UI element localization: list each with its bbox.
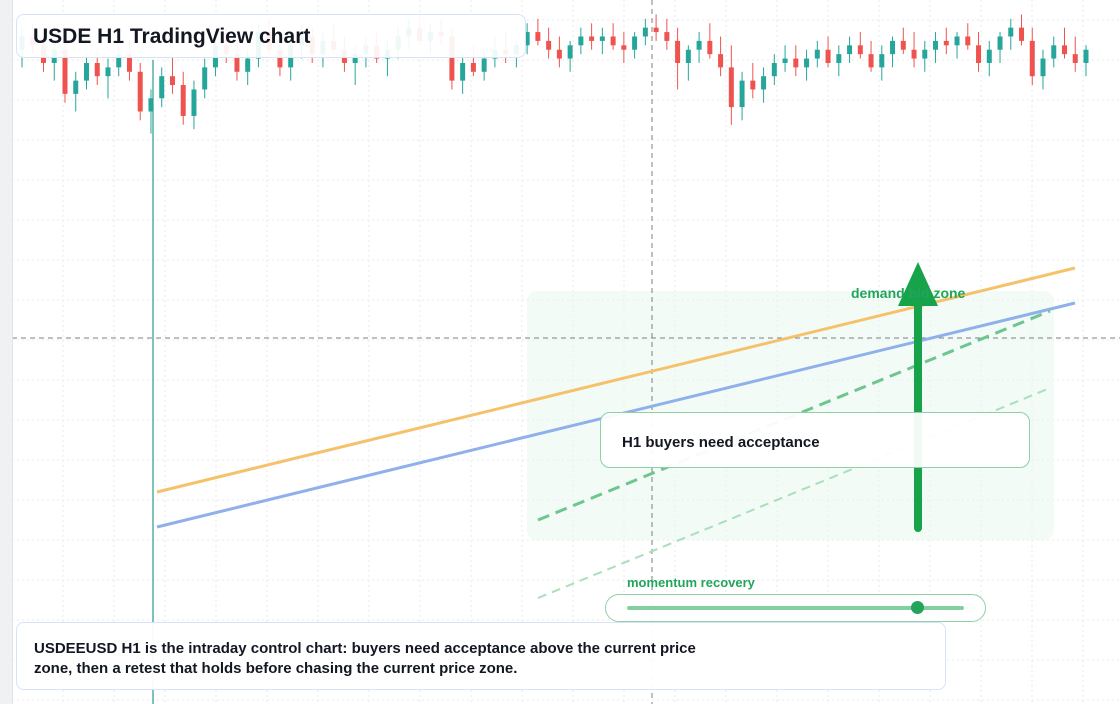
candle-body bbox=[599, 36, 605, 41]
candle-body bbox=[578, 36, 584, 46]
candle-body bbox=[73, 80, 79, 94]
momentum-label: momentum recovery bbox=[627, 575, 755, 590]
candle-body bbox=[997, 36, 1003, 50]
candle-body bbox=[610, 36, 616, 46]
light-green-dashed-trendline bbox=[537, 387, 1051, 599]
caption-box: USDEEUSD H1 is the intraday control char… bbox=[16, 622, 946, 690]
candle-body bbox=[234, 54, 240, 72]
candle-body bbox=[642, 27, 648, 37]
candle-body bbox=[750, 80, 756, 90]
candle-body bbox=[847, 45, 853, 55]
candle-body bbox=[126, 54, 132, 72]
candle-body bbox=[621, 45, 627, 50]
candle-body bbox=[567, 45, 573, 59]
candle-body bbox=[976, 45, 982, 63]
candle-body bbox=[857, 45, 863, 55]
candle-body bbox=[653, 27, 659, 33]
candle-body bbox=[954, 36, 960, 46]
candle-body bbox=[202, 67, 208, 90]
candle-body bbox=[148, 98, 154, 112]
candle-body bbox=[782, 58, 788, 63]
candle-body bbox=[685, 49, 691, 63]
momentum-slider-track[interactable] bbox=[627, 606, 964, 610]
candle-body bbox=[707, 40, 713, 55]
candle-body bbox=[965, 36, 971, 46]
left-edge-panel bbox=[0, 0, 13, 704]
momentum-slider[interactable] bbox=[605, 594, 986, 622]
candle-body bbox=[116, 54, 122, 68]
candle-body bbox=[169, 76, 175, 86]
caption-text: USDEEUSD H1 is the intraday control char… bbox=[34, 640, 696, 677]
candle-body bbox=[449, 36, 455, 81]
candle-body bbox=[664, 32, 670, 41]
candle-body bbox=[879, 54, 885, 68]
candle-body bbox=[804, 58, 810, 68]
candle-body bbox=[546, 40, 552, 50]
candle-body bbox=[524, 32, 530, 46]
candle-body bbox=[1051, 45, 1057, 59]
candle-body bbox=[739, 80, 745, 108]
candle-body bbox=[277, 49, 283, 68]
chart-title: USDE H1 TradingView chart bbox=[33, 25, 311, 48]
candle-body bbox=[1029, 40, 1035, 77]
candle-body bbox=[1062, 45, 1068, 55]
up-arrow-head bbox=[898, 262, 938, 306]
candle-body bbox=[814, 49, 820, 59]
annotation-note-box: H1 buyers need acceptance bbox=[600, 412, 1030, 468]
candle-body bbox=[933, 40, 939, 50]
candle-body bbox=[943, 40, 949, 46]
candle-body bbox=[632, 36, 638, 50]
candle-body bbox=[62, 49, 68, 94]
candle-body bbox=[825, 49, 831, 63]
candle-body bbox=[836, 54, 842, 63]
candle-body bbox=[1072, 54, 1078, 63]
candle-body bbox=[675, 40, 681, 63]
demand-zone-label: demand bid zone bbox=[851, 285, 966, 301]
candle-body bbox=[352, 54, 358, 63]
candle-body bbox=[180, 85, 186, 116]
candle-body bbox=[137, 71, 143, 112]
candle-body bbox=[159, 76, 165, 99]
candle-body bbox=[890, 40, 896, 55]
candle-body bbox=[986, 49, 992, 63]
candle-body bbox=[245, 58, 251, 72]
candle-body bbox=[460, 62, 466, 81]
candle-body bbox=[1019, 27, 1025, 41]
candle-body bbox=[718, 54, 724, 68]
momentum-slider-knob[interactable] bbox=[910, 601, 924, 614]
candle-body bbox=[556, 49, 562, 59]
candle-body bbox=[1008, 27, 1014, 37]
candle-body bbox=[868, 54, 874, 68]
candle-body bbox=[1083, 49, 1089, 63]
candle-body bbox=[900, 40, 906, 50]
candle-body bbox=[589, 36, 595, 41]
candle-body bbox=[696, 40, 702, 50]
candle-body bbox=[105, 67, 111, 77]
candle-body bbox=[470, 62, 476, 72]
candle-body bbox=[83, 62, 89, 81]
candle-body bbox=[771, 62, 777, 77]
annotation-note-text: H1 buyers need acceptance bbox=[622, 434, 820, 451]
title-box: USDE H1 TradingView chart bbox=[16, 14, 526, 58]
candle-body bbox=[481, 58, 487, 72]
candle-body bbox=[793, 58, 799, 68]
candle-body bbox=[1040, 58, 1046, 77]
candle-body bbox=[535, 32, 541, 41]
candle-body bbox=[94, 62, 100, 77]
candle-body bbox=[761, 76, 767, 90]
candle-body bbox=[728, 67, 734, 108]
candle-body bbox=[191, 89, 197, 116]
candle-body bbox=[911, 49, 917, 59]
candle-body bbox=[922, 49, 928, 59]
